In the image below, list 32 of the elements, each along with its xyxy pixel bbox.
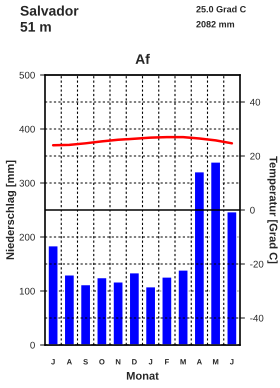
bar [226, 210, 238, 345]
bar [112, 281, 124, 345]
y2-tick-label: -40 [250, 314, 264, 322]
chart-title: Af [136, 54, 150, 64]
bar [210, 161, 222, 345]
text: 51 m [20, 22, 51, 32]
line-series [52, 136, 234, 146]
y-tick-label: 100 [20, 288, 35, 295]
x-axis-title: Monat [126, 372, 159, 380]
text: 2082 mm [196, 21, 234, 28]
bar [128, 272, 140, 345]
bar [96, 276, 108, 345]
bar [47, 244, 59, 345]
y2-tick-label: -20 [250, 260, 264, 268]
y2-tick-label: 40 [250, 98, 260, 106]
y-axis-title: Niederschlag [mm] [6, 160, 16, 260]
bar [80, 284, 92, 345]
y-tick-label: 500 [19, 72, 35, 79]
bar [177, 269, 189, 345]
bar [144, 286, 156, 345]
bar [161, 276, 173, 345]
text: Salvador [20, 6, 78, 16]
y2-tick-label: 20 [250, 152, 260, 160]
y2-axis-title: Temperatur [Grad C] [267, 156, 278, 264]
y-tick-label: 400 [19, 126, 35, 133]
y-tick-label: 300 [19, 180, 35, 187]
y-tick-label: 0 [30, 342, 35, 349]
y2-tick-label: 0 [250, 206, 255, 214]
y-tick-label: 200 [20, 234, 35, 241]
text: 25.0 Grad C [196, 6, 246, 12]
bar [194, 170, 206, 345]
bar [64, 274, 76, 345]
